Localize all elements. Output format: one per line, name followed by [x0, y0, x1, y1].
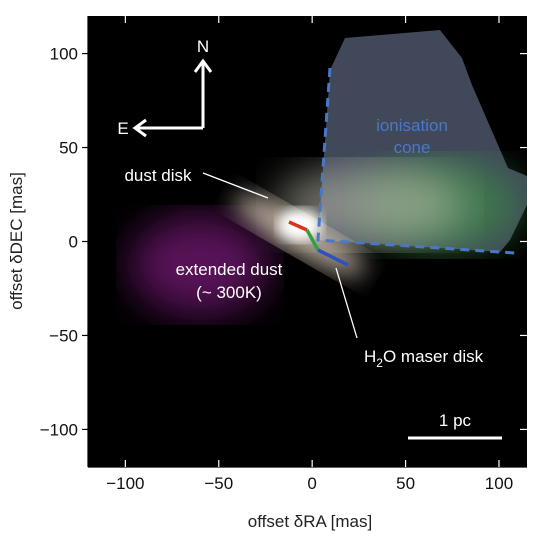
- maser-label-h: H: [364, 347, 376, 366]
- x-tick-label: −100: [106, 474, 144, 493]
- y-tick-label: 100: [50, 45, 78, 64]
- maser-pointer: [335, 267, 358, 339]
- extended-dust-label: extended dust: [176, 260, 283, 279]
- east-arrow-head: [132, 118, 147, 138]
- extended-dust-label: (~ 300K): [196, 283, 262, 302]
- north-label: N: [197, 37, 209, 56]
- purple-glow: [130, 215, 270, 315]
- scale-bar-label: 1 pc: [439, 411, 472, 430]
- x-tick-label: −50: [204, 474, 233, 493]
- y-tick-label: −50: [49, 326, 78, 345]
- overlays: N E dust disk ionisation cone extended d…: [117, 37, 516, 440]
- y-tick-label: −100: [40, 420, 78, 439]
- y-tick-label: 0: [69, 233, 78, 252]
- maser-red: [288, 220, 308, 232]
- x-tick-label: 50: [396, 474, 415, 493]
- maser-label-sub: 2: [376, 356, 383, 370]
- x-tick-label: 100: [485, 474, 513, 493]
- cone-label: ionisation: [376, 116, 448, 135]
- maser-blue: [317, 248, 349, 267]
- cone-edges: [316, 67, 516, 255]
- north-arrow-head: [193, 58, 213, 73]
- maser-label-rest: O maser disk: [383, 347, 484, 366]
- diffuse-glow: [275, 165, 465, 245]
- maser-label: H2O maser disk: [364, 347, 484, 370]
- image: [130, 30, 527, 315]
- cone-label: cone: [394, 138, 431, 157]
- x-tick-label: 0: [307, 474, 316, 493]
- maser-green: [305, 229, 320, 251]
- east-label: E: [117, 119, 128, 138]
- y-axis-title: offset δDEC [mas]: [7, 172, 26, 310]
- y-tick-label: 50: [59, 139, 78, 158]
- dust-disk-pointer: [202, 172, 269, 199]
- dust-disk-label: dust disk: [124, 166, 192, 185]
- x-axis-title: offset δRA [mas]: [248, 512, 372, 531]
